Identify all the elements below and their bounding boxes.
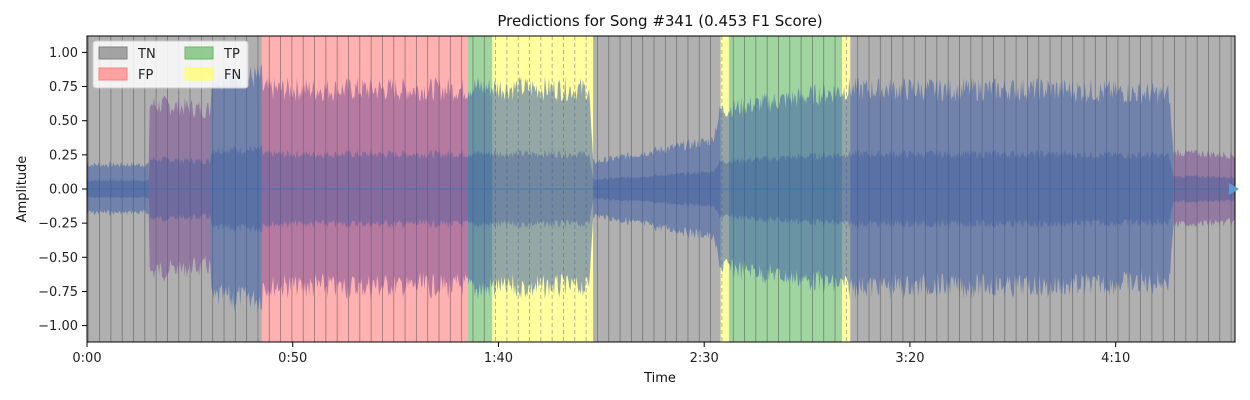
y-tick-label: 0.25 [49, 148, 78, 163]
y-axis-title: Amplitude [15, 156, 30, 223]
x-tick-label: 4:10 [1101, 351, 1130, 366]
y-tick-label: 0.75 [49, 80, 78, 95]
y-axis: 1.00 0.75 0.50 0.25 0.00 −0.25 −0.50 −0.75 −1.00 [38, 46, 87, 334]
y-tick-label: −0.75 [38, 285, 78, 300]
playhead-marker [1229, 183, 1239, 195]
x-axis-title: Time [643, 371, 676, 386]
legend-label-tn: TN [137, 47, 156, 62]
x-tick-label: 3:20 [895, 351, 924, 366]
waveform-envelope [467, 76, 1174, 301]
x-tick-label: 2:30 [690, 351, 719, 366]
x-tick-label: 0:50 [278, 351, 307, 366]
x-axis: 0:00 0:50 1:40 2:30 3:20 4:10 [72, 342, 1130, 366]
y-tick-label: 1.00 [49, 46, 78, 61]
legend-swatch-tn [98, 46, 128, 60]
legend-label-tp: TP [223, 47, 240, 62]
legend-label-fp: FP [138, 68, 153, 83]
legend-swatch-fp [98, 67, 128, 81]
y-tick-label: −1.00 [38, 319, 78, 334]
legend-swatch-tp [184, 46, 214, 60]
chart-title: Predictions for Song #341 (0.453 F1 Scor… [497, 12, 822, 30]
x-tick-label: 0:00 [72, 351, 101, 366]
waveform-envelope [1173, 148, 1235, 228]
y-tick-label: 0.00 [49, 183, 78, 198]
legend: TN FP TP FN [92, 40, 249, 89]
x-tick-label: 1:40 [484, 351, 513, 366]
waveform-envelope [210, 64, 262, 313]
y-tick-label: 0.50 [49, 114, 78, 129]
y-tick-label: −0.25 [38, 217, 78, 232]
legend-swatch-fn [184, 67, 214, 81]
waveform [87, 64, 1235, 313]
legend-label-fn: FN [224, 68, 241, 83]
y-tick-label: −0.50 [38, 251, 78, 266]
